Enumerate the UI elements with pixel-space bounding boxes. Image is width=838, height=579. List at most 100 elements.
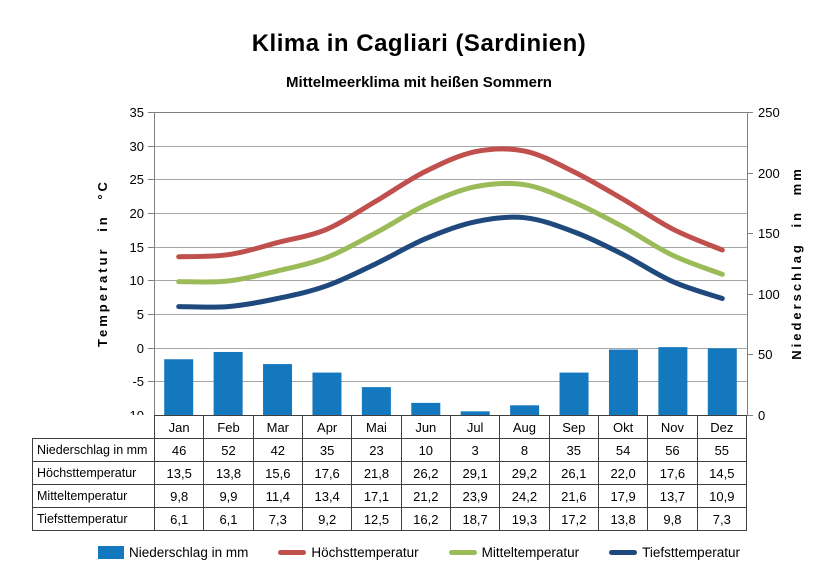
left-axis-tick-label: 10 — [130, 273, 144, 288]
left-axis-tick-label: 0 — [137, 341, 144, 356]
table-cell: 13,4 — [301, 484, 353, 508]
precip-bar — [213, 351, 243, 415]
table-cell: 21,2 — [400, 484, 451, 508]
left-axis-title: Temperatur in °C — [95, 179, 110, 347]
table-cell: 17,6 — [301, 461, 353, 485]
table-cell: 56 — [647, 438, 698, 462]
precip-bar — [164, 359, 194, 415]
table-cell: 18,7 — [449, 507, 501, 531]
month-header-cell: Mai — [351, 415, 402, 439]
table-cell: 52 — [203, 438, 254, 462]
left-axis-tick-label: 35 — [130, 105, 144, 120]
table-cell: 22,0 — [597, 461, 649, 485]
legend-line-swatch — [448, 550, 477, 555]
table-cell: 26,1 — [548, 461, 599, 485]
table-cell: 35 — [301, 438, 353, 462]
temp-line-tiefsttemperatur — [176, 214, 725, 310]
right-axis-title: Niederschlag in mm — [789, 166, 804, 360]
precip-bar — [559, 372, 589, 415]
table-cell: 6,1 — [153, 507, 205, 531]
left-axis-tick-label: 15 — [130, 240, 144, 255]
month-header-cell: Apr — [301, 415, 353, 439]
table-header-row: Jan Feb Mar Apr Mai Jun Jul Aug Sep Okt Nov Dez — [33, 415, 748, 439]
page-subtitle: Mittelmeerklima mit heißen Sommern — [286, 74, 552, 91]
table-cell: 3 — [449, 438, 501, 462]
table-cell: 6,1 — [203, 507, 254, 531]
month-header-cell: Nov — [647, 415, 698, 439]
right-axis-tick-label: 0 — [758, 408, 765, 423]
table-cell: 29,1 — [449, 461, 501, 485]
table-cell: 17,6 — [647, 461, 698, 485]
month-header-cell: Aug — [499, 415, 550, 439]
table-cell: 19,3 — [499, 507, 550, 531]
right-axis-tick-label: 200 — [758, 166, 780, 181]
table-row: Tiefsttemperatur 6,1 6,1 7,3 9,2 12,5 16,2 18,7… — [32, 507, 748, 531]
right-axis-tick-label: 50 — [758, 347, 772, 362]
table-cell: 7,3 — [252, 507, 303, 531]
table-cell: 10 — [400, 438, 451, 462]
table-cell: 9,9 — [203, 484, 254, 508]
table-row: Mitteltemperatur 9,8 9,9 11,4 13,4 17,1 21,2 23… — [32, 484, 748, 508]
table-row-label: Niederschlag in mm — [32, 438, 155, 462]
precip-bar — [411, 402, 441, 415]
table-cell: 16,2 — [400, 507, 451, 531]
month-header-cell: Mar — [252, 415, 303, 439]
month-header-cell: Feb — [203, 415, 254, 439]
precip-bar — [608, 349, 638, 415]
right-axis-tick-label: 150 — [758, 226, 780, 241]
table-row-label: Höchsttemperatur — [32, 461, 155, 485]
table-cell: 42 — [252, 438, 303, 462]
table-row: Höchsttemperatur 13,5 13,8 15,6 17,6 21,8 26,2… — [32, 461, 748, 485]
legend-label: Mitteltemperatur — [481, 545, 580, 560]
table-cell: 9,8 — [647, 507, 698, 531]
month-header-cell: Jan — [153, 415, 205, 439]
table-cell: 17,2 — [548, 507, 599, 531]
legend-label: Niederschlag in mm — [129, 545, 249, 560]
month-header-cell: Jul — [449, 415, 501, 439]
left-axis-tick-label: 20 — [130, 206, 144, 221]
chart-legend: Niederschlag in mm Höchsttemperatur Mittel… — [0, 545, 838, 560]
table-cell: 10,9 — [696, 484, 748, 508]
table-cell: 24,2 — [499, 484, 550, 508]
legend-item: Niederschlag in mm — [98, 545, 248, 560]
table-cell: 46 — [153, 438, 205, 462]
table-row-label: Mitteltemperatur — [32, 484, 155, 508]
plot-border — [154, 112, 748, 416]
month-header-cell: Dez — [696, 415, 748, 439]
table-cell: 13,5 — [153, 461, 205, 485]
table-cell: 9,2 — [301, 507, 353, 531]
left-axis-tick-label: 25 — [130, 172, 144, 187]
precip-bar — [510, 405, 540, 415]
table-cell: 23 — [351, 438, 402, 462]
left-axis-tick-label: 30 — [130, 139, 144, 154]
legend-label: Tiefsttemperatur — [642, 545, 740, 560]
temp-line-mitteltemperatur — [176, 180, 725, 285]
precip-bar — [361, 387, 391, 415]
legend-item: Mitteltemperatur — [448, 545, 580, 560]
table-cell: 13,8 — [597, 507, 649, 531]
precip-bar — [707, 348, 737, 415]
table-cell: 55 — [696, 438, 748, 462]
month-header-cell: Jun — [400, 415, 451, 439]
legend-item: Tiefsttemperatur — [609, 545, 740, 560]
left-axis-tick-label: -5 — [132, 374, 144, 389]
table-cell: 35 — [548, 438, 599, 462]
precip-bar — [263, 364, 293, 415]
table-cell: 17,1 — [351, 484, 402, 508]
legend-line-swatch — [278, 550, 307, 555]
table-cell: 12,5 — [351, 507, 402, 531]
table-cell: 21,6 — [548, 484, 599, 508]
table-cell: 29,2 — [499, 461, 550, 485]
table-cell: 23,9 — [449, 484, 501, 508]
table-cell: 9,8 — [153, 484, 205, 508]
table-cell: 11,4 — [252, 484, 303, 508]
month-header-cell: Okt — [597, 415, 649, 439]
table-cell: 26,2 — [400, 461, 451, 485]
table-corner-cell — [33, 416, 155, 439]
legend-bar-swatch — [98, 546, 125, 559]
legend-line-swatch — [609, 550, 638, 555]
month-header-cell: Sep — [548, 415, 599, 439]
page-title: Klima in Cagliari (Sardinien) — [251, 30, 587, 57]
right-axis-tick-label: 100 — [758, 287, 780, 302]
